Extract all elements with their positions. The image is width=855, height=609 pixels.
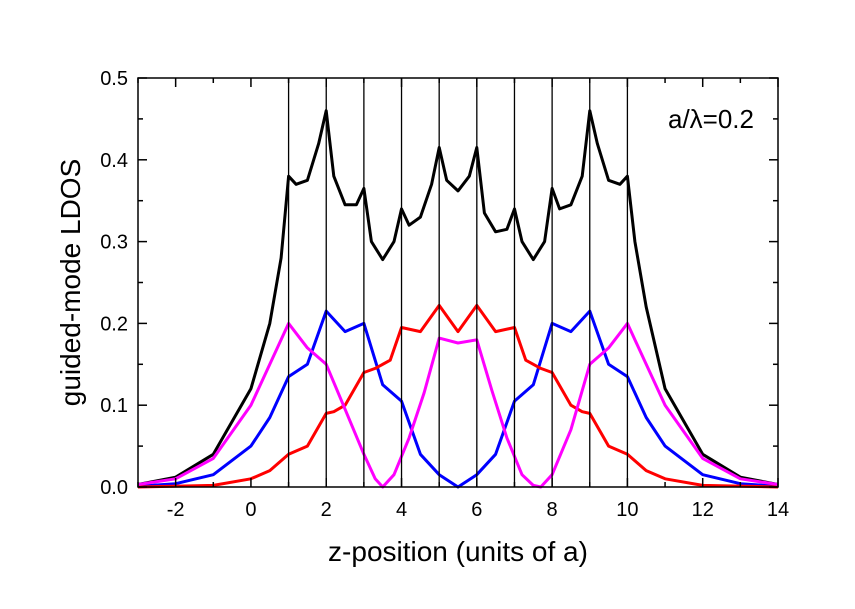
plot-frame (137, 77, 779, 488)
series-line-3 (137, 303, 779, 489)
series-line-2 (137, 309, 779, 489)
x-axis-label: z-position (units of a) (328, 536, 588, 567)
y-tick-label: 0.4 (100, 150, 128, 172)
chart-annotation: a/λ=0.2 (668, 104, 754, 134)
x-tick-label: -2 (167, 499, 185, 521)
y-axis-label: guided-mode LDOS (55, 159, 86, 406)
tick-layer: -2 0 2 4 6 8 10 12 14 0.0 0.1 0.2 0.3 0.4 0.5 (100, 68, 789, 521)
series-layer (137, 109, 779, 489)
x-tick-label: 8 (547, 499, 558, 521)
x-tick-label: 0 (245, 499, 256, 521)
y-tick-label: 0.2 (100, 313, 128, 335)
y-tick-label: 0.5 (100, 68, 128, 90)
y-tick-label: 0.1 (100, 395, 128, 417)
x-tick-label: 4 (396, 499, 407, 521)
x-tick-label: 12 (692, 499, 714, 521)
series-line-1 (137, 109, 779, 486)
x-tick-label: 10 (616, 499, 638, 521)
vertical-lines-layer (287, 78, 629, 487)
x-tick-label: 2 (321, 499, 332, 521)
y-tick-label: 0.0 (100, 477, 128, 499)
x-tick-label: 6 (471, 499, 482, 521)
series-line-4 (137, 321, 779, 489)
x-tick-label: 14 (767, 499, 789, 521)
y-tick-label: 0.3 (100, 232, 128, 254)
